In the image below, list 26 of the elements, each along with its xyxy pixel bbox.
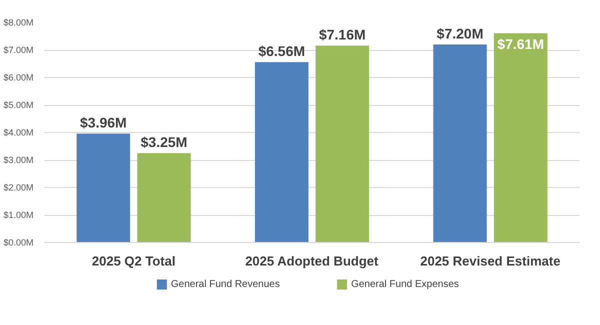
y-tick-label: $2.00M <box>3 182 34 192</box>
y-tick-label: $8.00M <box>3 18 34 28</box>
y-tick-label: $1.00M <box>3 210 34 220</box>
bar <box>433 44 487 242</box>
y-tick-label: $3.00M <box>3 155 34 165</box>
data-label: $6.56M <box>258 43 306 60</box>
bar <box>254 62 308 242</box>
data-label: $7.16M <box>318 26 366 43</box>
y-tick-label: $7.00M <box>3 45 34 55</box>
y-tick-label: $6.00M <box>3 72 34 82</box>
bar <box>76 134 130 242</box>
bar <box>316 46 370 242</box>
bar <box>137 153 191 242</box>
x-tick-label: 2025 Q2 Total <box>92 254 176 268</box>
data-label: $7.20M <box>436 26 484 42</box>
legend-label: General Fund Expenses <box>351 279 459 290</box>
x-tick-label: 2025 Adopted Budget <box>245 254 379 268</box>
bar <box>494 33 548 242</box>
y-tick-label: $0.00M <box>3 238 34 248</box>
data-label: $7.61M <box>497 36 544 52</box>
data-label: $3.25M <box>140 134 188 150</box>
data-label: $3.96M <box>80 114 127 131</box>
x-tick-label: 2025 Revised Estimate <box>420 254 560 268</box>
y-tick-label: $4.00M <box>3 128 34 138</box>
legend-label: General Fund Revenues <box>170 279 280 290</box>
y-tick-label: $5.00M <box>3 100 34 110</box>
